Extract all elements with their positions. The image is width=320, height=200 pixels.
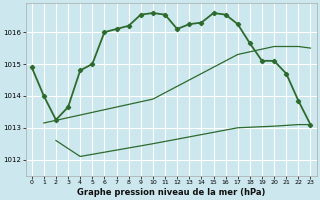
X-axis label: Graphe pression niveau de la mer (hPa): Graphe pression niveau de la mer (hPa): [77, 188, 265, 197]
